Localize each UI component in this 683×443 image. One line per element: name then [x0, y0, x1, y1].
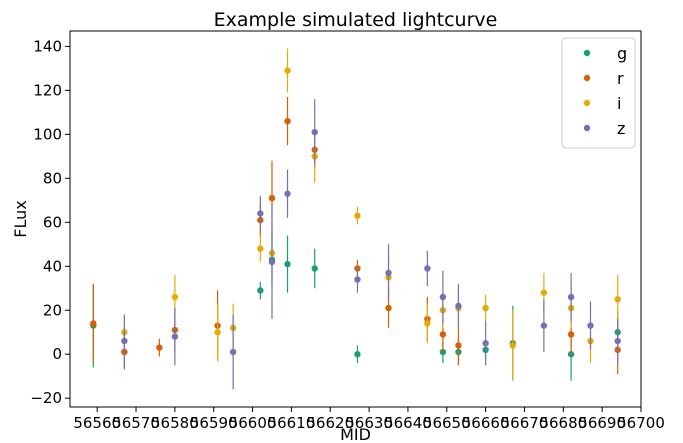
legend-marker-i: [583, 99, 591, 107]
data-point-i: [171, 293, 179, 301]
x-axis: 5656056570565805659056600566105662056630…: [73, 407, 665, 432]
data-point-z: [311, 128, 318, 136]
y-tick-label: 120: [33, 81, 62, 99]
data-point-g: [354, 351, 361, 358]
data-point-z: [385, 269, 392, 277]
data-point-i: [540, 289, 548, 296]
y-axis-label: FLux: [11, 200, 30, 237]
data-point-r: [156, 344, 163, 351]
legend-marker-z: [583, 124, 591, 132]
legend-box: [561, 37, 636, 149]
data-point-g: [257, 287, 264, 294]
data-point-r: [455, 342, 462, 349]
y-tick-label: −20: [30, 389, 62, 407]
data-point-r: [439, 331, 447, 338]
x-tick-label: 56680: [539, 414, 587, 432]
data-point-r: [284, 117, 291, 125]
plot-marks: [90, 48, 621, 390]
y-tick-label: 20: [43, 301, 62, 319]
data-point-i: [257, 245, 264, 252]
data-point-z: [257, 210, 264, 217]
x-axis-label: MID: [340, 425, 371, 443]
y-axis: −20 0 20 40 60 80 100 120 140: [30, 37, 70, 407]
y-tick-label: 140: [33, 37, 62, 55]
y-tick-label: 40: [43, 257, 62, 275]
data-point-z: [540, 322, 548, 329]
data-point-g: [284, 260, 291, 268]
x-tick-label: 56660: [462, 414, 510, 432]
data-point-g: [311, 265, 318, 272]
data-point-z: [424, 265, 431, 272]
y-tick-label: 80: [43, 169, 62, 187]
chart-title: Example simulated lightcurve: [214, 9, 498, 31]
x-tick-label: 56620: [306, 414, 354, 432]
legend-label-g: g: [617, 44, 627, 63]
legend-marker-g: [583, 49, 591, 57]
x-tick-label: 56570: [112, 414, 160, 432]
data-point-i: [509, 342, 517, 349]
x-tick-label: 56630: [345, 414, 393, 432]
data-point-z: [284, 190, 291, 197]
data-point-z: [354, 276, 361, 283]
data-point-i: [214, 329, 221, 336]
y-tick-label: 100: [33, 125, 62, 143]
x-tick-label: 56670: [501, 414, 549, 432]
x-tick-label: 56590: [190, 414, 238, 432]
x-tick-label: 56560: [73, 414, 121, 432]
data-point-i: [284, 67, 291, 74]
legend-marker-r: [583, 74, 591, 82]
data-point-z: [171, 333, 179, 340]
x-tick-label: 56700: [617, 414, 665, 432]
data-point-z: [614, 337, 621, 345]
data-point-r: [385, 304, 392, 312]
data-point-z: [268, 258, 276, 266]
legend-label-i: i: [617, 94, 621, 113]
data-point-r: [90, 320, 97, 327]
y-tick-label: 60: [43, 213, 62, 231]
x-tick-label: 56690: [578, 414, 626, 432]
series-z: [121, 99, 621, 390]
plot-frame: [69, 30, 642, 408]
data-point-i: [424, 320, 431, 327]
data-point-z: [455, 302, 462, 310]
data-point-z: [121, 337, 128, 345]
data-point-z: [587, 322, 594, 329]
x-tick-label: 56650: [423, 414, 471, 432]
data-point-i: [482, 304, 489, 312]
y-tick-label: 0: [52, 345, 62, 363]
legend-label-r: r: [617, 69, 624, 88]
data-point-i: [354, 212, 361, 219]
data-point-z: [482, 340, 489, 347]
x-tick-label: 56600: [229, 414, 277, 432]
data-point-z: [567, 293, 575, 301]
data-point-r: [268, 194, 276, 202]
data-point-r: [567, 331, 575, 338]
x-tick-label: 56640: [384, 414, 432, 432]
data-point-z: [229, 348, 237, 356]
x-tick-label: 56610: [268, 414, 316, 432]
legend-label-z: z: [617, 119, 625, 138]
data-point-i: [614, 296, 621, 303]
x-tick-label: 56580: [151, 414, 199, 432]
data-point-z: [439, 293, 447, 301]
